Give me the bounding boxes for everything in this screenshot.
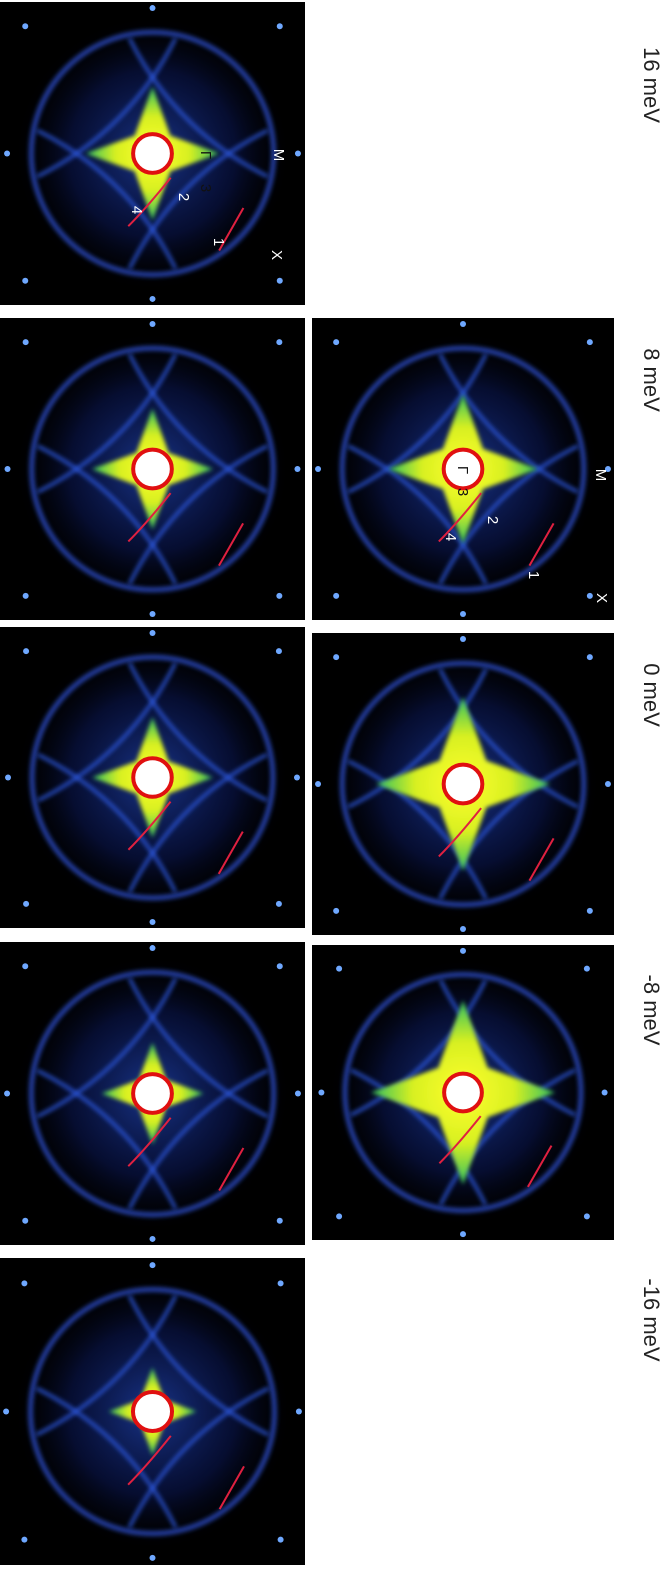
- bragg-dot: [22, 278, 28, 284]
- bragg-dot: [22, 23, 28, 29]
- bragg-dot: [315, 466, 321, 472]
- bragg-dot: [276, 339, 282, 345]
- bragg-dot: [150, 1236, 156, 1242]
- bragg-dot: [5, 466, 11, 472]
- bragg-dot: [333, 654, 339, 660]
- bragg-dot: [21, 1280, 27, 1286]
- bragg-dot: [333, 593, 339, 599]
- annotation: 3: [197, 184, 214, 192]
- core-ring: [444, 765, 483, 804]
- bragg-dot: [333, 908, 339, 914]
- figure: 16 meV8 meV0 meV-8 meV-16 meVMXΓ1234MXΓ1…: [0, 0, 668, 1570]
- bragg-dot: [584, 1213, 590, 1219]
- bragg-dot: [315, 781, 321, 787]
- bragg-dot: [3, 1409, 9, 1415]
- annotation: 2: [175, 193, 192, 201]
- annotation: 1: [525, 571, 542, 579]
- bragg-dot: [278, 1537, 284, 1543]
- bragg-dot: [277, 278, 283, 284]
- core-ring: [133, 1392, 172, 1431]
- bragg-dot: [23, 901, 29, 907]
- bragg-dot: [4, 151, 10, 157]
- page: {"columns": ["16 meV", "8 meV", "0 meV",…: [0, 0, 668, 1570]
- bragg-dot: [294, 466, 300, 472]
- energy-label: 16 meV: [639, 47, 664, 123]
- bragg-dot: [605, 781, 611, 787]
- bragg-dot: [460, 321, 466, 327]
- bragg-dot: [22, 963, 28, 969]
- qpi-panel: [0, 627, 305, 928]
- bragg-dot: [336, 1213, 342, 1219]
- qpi-panel: [0, 2, 305, 305]
- bragg-dot: [460, 926, 466, 932]
- bragg-dot: [4, 1091, 10, 1097]
- annotation: X: [593, 593, 610, 603]
- annotation: 4: [442, 533, 459, 541]
- bragg-dot: [296, 1409, 302, 1415]
- bragg-dot: [460, 611, 466, 617]
- bragg-dot: [295, 1091, 301, 1097]
- bragg-dot: [150, 919, 156, 925]
- bragg-dot: [460, 1231, 466, 1237]
- core-ring: [444, 1074, 482, 1112]
- core-ring: [133, 450, 172, 489]
- energy-label: 8 meV: [639, 348, 664, 412]
- bragg-dot: [276, 593, 282, 599]
- bragg-dot: [150, 5, 156, 11]
- bragg-dot: [460, 948, 466, 954]
- bragg-dot: [5, 775, 11, 781]
- bragg-dot: [318, 1090, 324, 1096]
- bragg-dot: [150, 296, 156, 302]
- energy-label: 0 meV: [639, 663, 664, 727]
- bragg-dot: [333, 339, 339, 345]
- core-ring: [133, 1074, 172, 1113]
- qpi-panel: [0, 942, 305, 1245]
- bragg-dot: [150, 321, 156, 327]
- bragg-dot: [150, 945, 156, 951]
- bragg-dot: [23, 339, 29, 345]
- bragg-dot: [587, 339, 593, 345]
- bragg-dot: [336, 966, 342, 972]
- bragg-dot: [150, 1555, 156, 1561]
- annotation: 2: [484, 516, 501, 524]
- bragg-dot: [277, 963, 283, 969]
- bragg-dot: [460, 636, 466, 642]
- qpi-panel: [0, 318, 305, 620]
- bragg-dot: [587, 593, 593, 599]
- bragg-dot: [602, 1090, 608, 1096]
- bragg-dot: [587, 908, 593, 914]
- energy-label: -8 meV: [639, 975, 664, 1046]
- bragg-dot: [150, 611, 156, 617]
- bragg-dot: [584, 966, 590, 972]
- annotation: M: [592, 469, 609, 482]
- annotation: 1: [210, 238, 227, 246]
- qpi-panel: [312, 945, 614, 1240]
- qpi-panel: [312, 633, 614, 935]
- core-ring: [133, 134, 172, 173]
- bragg-dot: [23, 593, 29, 599]
- core-ring: [133, 758, 172, 797]
- bragg-dot: [277, 1218, 283, 1224]
- bragg-dot: [21, 1537, 27, 1543]
- bragg-dot: [278, 1280, 284, 1286]
- annotation: 3: [454, 488, 471, 496]
- bragg-dot: [587, 654, 593, 660]
- bragg-dot: [150, 1262, 156, 1268]
- qpi-panel: [0, 1258, 305, 1565]
- annotation: M: [270, 149, 287, 162]
- bragg-dot: [276, 901, 282, 907]
- bragg-dot: [23, 648, 29, 654]
- bragg-dot: [22, 1218, 28, 1224]
- energy-label: -16 meV: [639, 1278, 664, 1361]
- bragg-dot: [150, 630, 156, 636]
- bragg-dot: [277, 23, 283, 29]
- bragg-dot: [276, 648, 282, 654]
- annotation: Γ: [454, 466, 471, 474]
- bragg-dot: [294, 775, 300, 781]
- annotation: X: [268, 250, 285, 260]
- annotation: Γ: [197, 151, 214, 159]
- bragg-dot: [295, 151, 301, 157]
- annotation: 4: [128, 206, 145, 214]
